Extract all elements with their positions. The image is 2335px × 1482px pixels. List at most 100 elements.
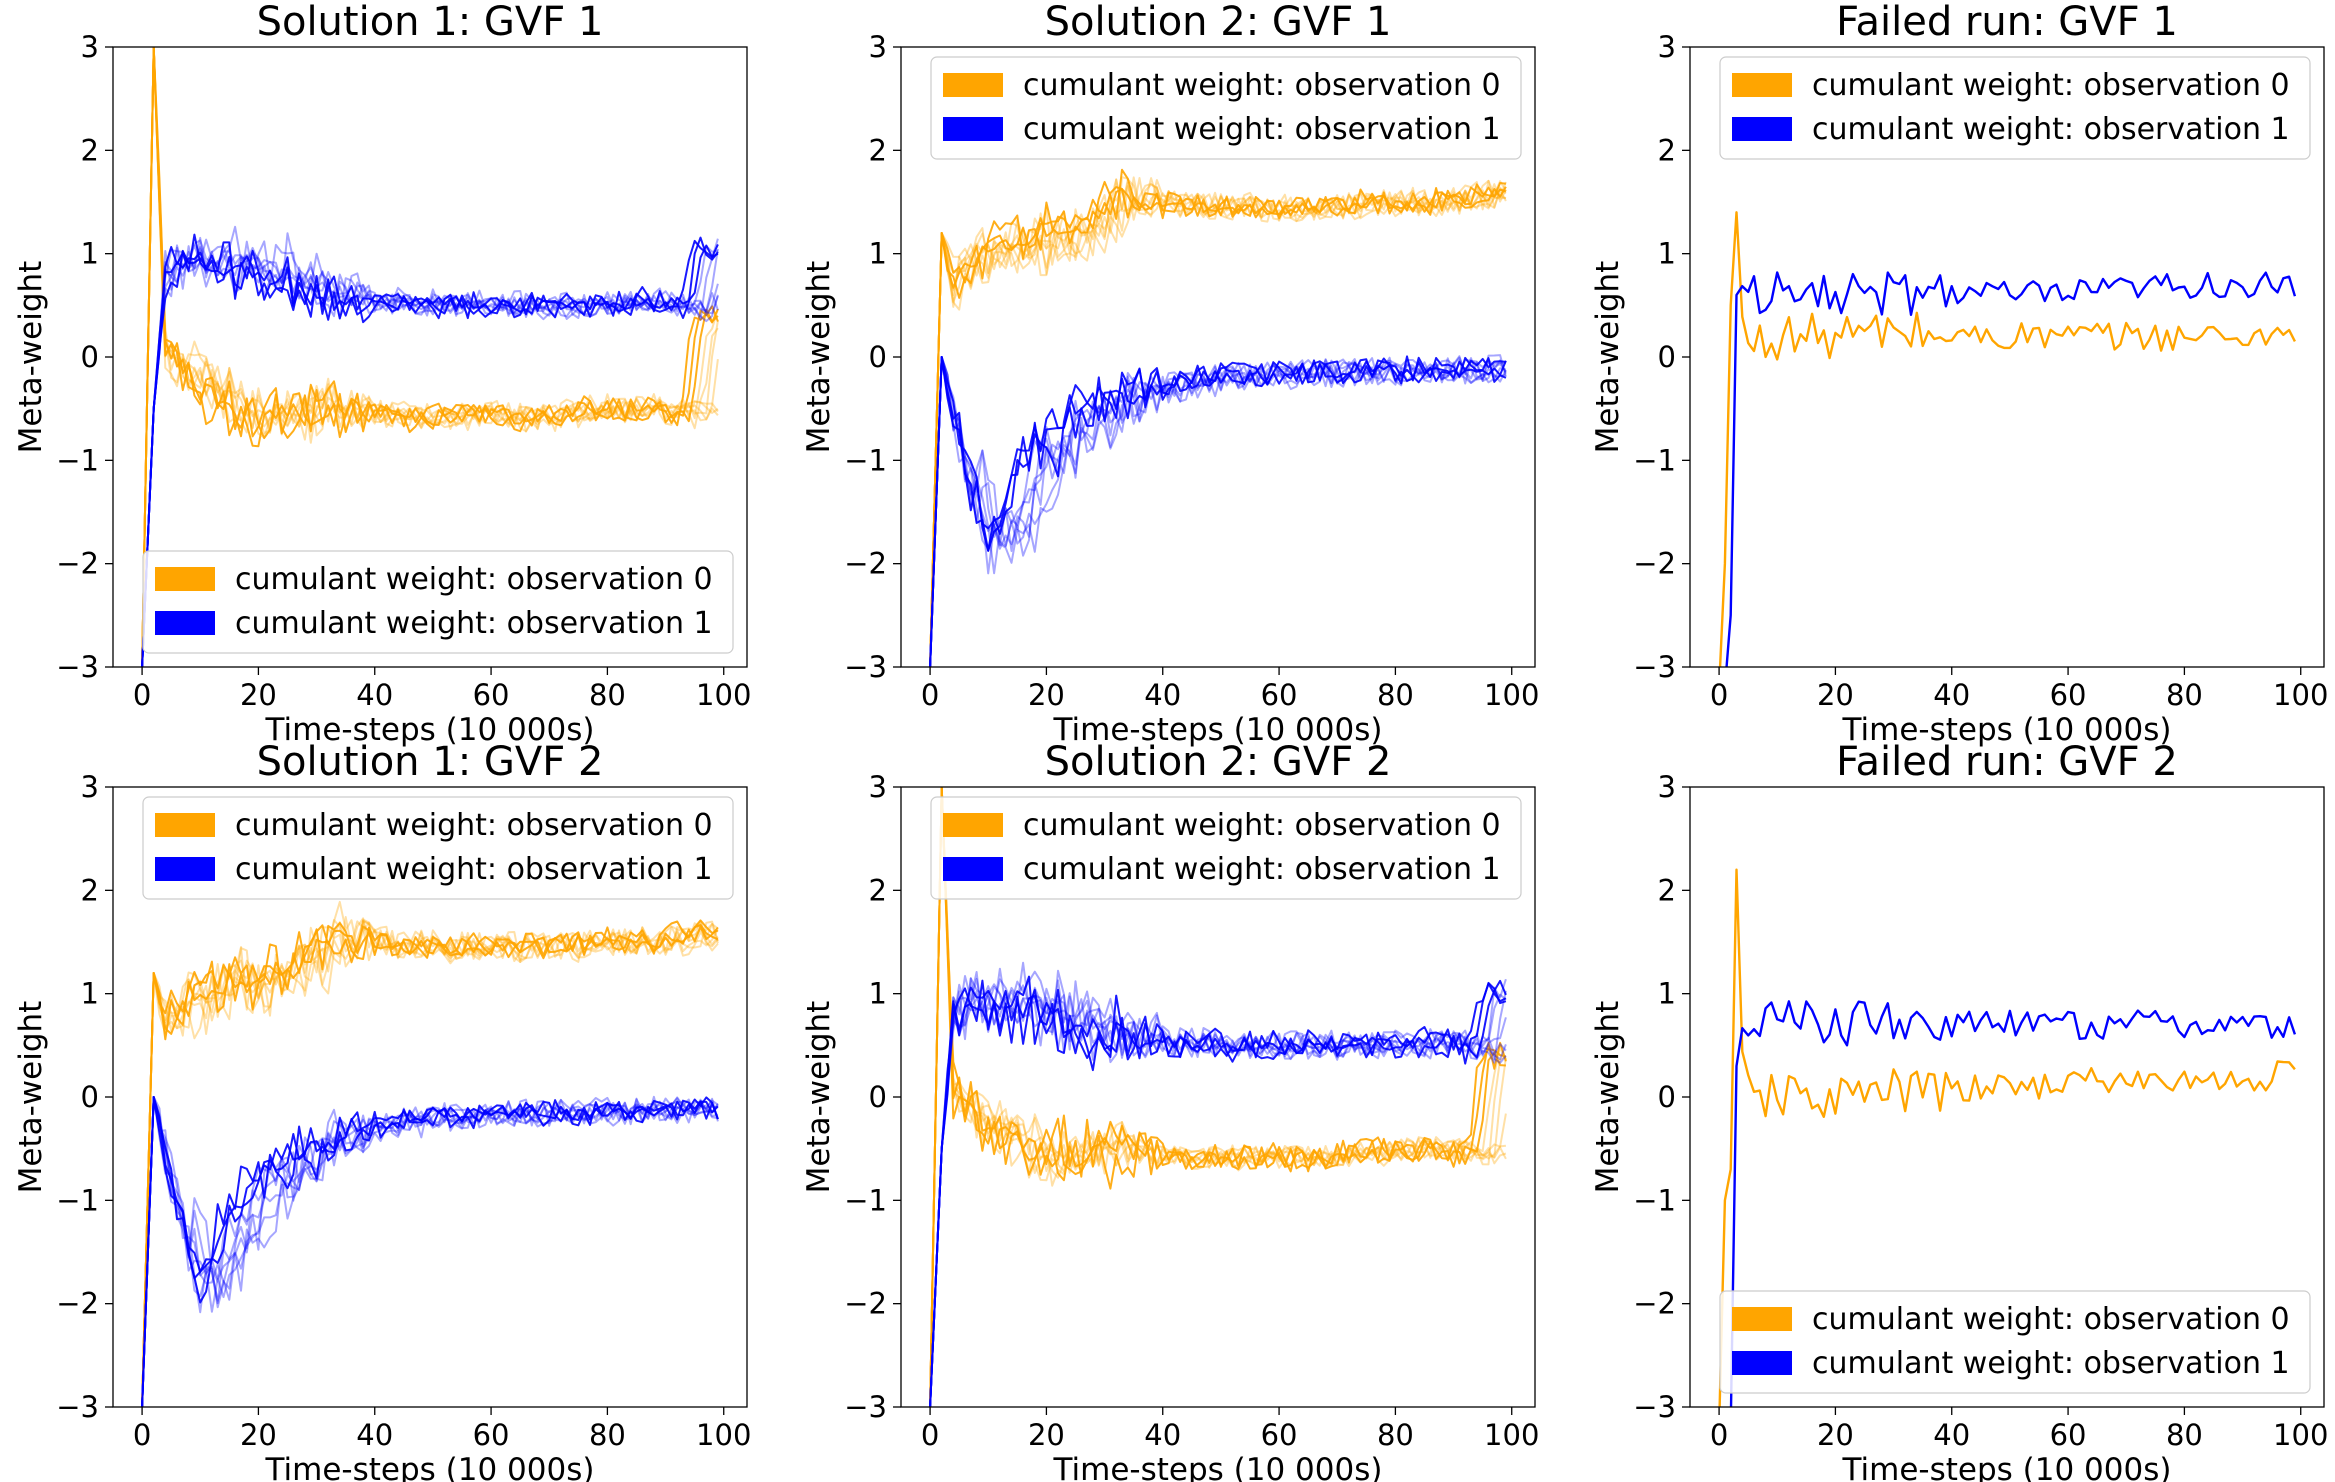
x-tick-label: 80 [589,1418,626,1452]
chart-panel-3: 0 20 40 60 80 100 −3 −2 −1 0 1 2 3 Failed run: GVF 1 T… [1590,0,2328,748]
series-line-observation_1-run-6 [141,1096,719,1407]
x-tick-label: 20 [1817,1418,1854,1452]
legend-swatch-observation_0 [155,567,215,591]
legend-entry-observation_0: cumulant weight: observation 0 [1812,1302,2290,1337]
legend-box [930,56,1522,160]
x-tick-label: 20 [1028,1418,1065,1452]
y-tick-label: 2 [869,133,887,167]
x-tick-label: 40 [356,678,393,712]
x-axis-label: Time-steps (10 000s) [1053,1452,1383,1482]
series-line-observation_1-run-1 [1725,271,2297,667]
series-line-observation_1-run-3 [929,355,1507,667]
legend-entry-observation_0: cumulant weight: observation 0 [235,808,713,843]
legend-entry-observation_0: cumulant weight: observation 0 [1023,68,1501,103]
chart-title: Failed run: GVF 1 [1836,0,2178,45]
series-line-observation_1-run-10 [141,1096,719,1407]
x-tick-label: 100 [2273,1418,2328,1452]
series-line-observation_1-run-8 [929,969,1507,1407]
x-tick-label: 0 [133,1418,151,1452]
series-line-observation_0-run-1 [1718,211,2296,667]
y-tick-label: −3 [1633,1390,1676,1424]
x-tick-label: 60 [1261,678,1298,712]
y-axis-label: Meta-weight [801,261,837,454]
chart-title: Solution 1: GVF 1 [257,0,604,45]
series-line-observation_0-run-3 [929,182,1507,667]
series-line-observation_1-run-7 [141,1096,719,1407]
x-tick-label: 20 [1817,678,1854,712]
x-tick-label: 80 [2166,678,2203,712]
legend-entry-observation_0: cumulant weight: observation 0 [1812,68,2290,103]
series-line-observation_0-run-9 [141,47,719,667]
x-tick-label: 0 [1710,1418,1728,1452]
series-line-observation_0-run-7 [929,176,1507,667]
series-line-observation_1-run-10 [929,961,1507,1407]
plot-area [929,168,1507,667]
series-line-observation_0-run-6 [929,787,1507,1407]
y-tick-label: 1 [81,237,99,271]
legend: cumulant weight: observation 0 cumulant w… [142,550,734,654]
series-line-observation_1-run-10 [141,225,719,667]
legend: cumulant weight: observation 0 cumulant w… [930,796,1522,900]
chart-panel-4: 0 20 40 60 80 100 −3 −2 −1 0 1 2 3 Solution 1: GVF 2 T… [13,739,751,1482]
legend-swatch-observation_1 [1732,1351,1792,1375]
x-tick-label: 80 [1377,1418,1414,1452]
y-tick-label: 0 [81,340,99,374]
legend-swatch-observation_1 [943,857,1003,881]
legend: cumulant weight: observation 0 cumulant w… [930,56,1522,160]
series-line-observation_0-run-8 [141,920,719,1407]
plot-area [141,47,719,667]
chart-panel-6: 0 20 40 60 80 100 −3 −2 −1 0 1 2 3 Failed run: GVF 2 T… [1590,739,2328,1482]
series-line-observation_1-run-7 [929,985,1507,1407]
series-line-observation_0-run-8 [929,787,1507,1407]
y-axis-label: Meta-weight [1590,1001,1626,1194]
x-tick-label: 100 [2273,678,2328,712]
series-line-observation_0-run-4 [141,47,719,667]
series-line-observation_0-run-9 [141,920,719,1407]
series-line-observation_0-run-5 [141,900,719,1407]
chart-panel-2: 0 20 40 60 80 100 −3 −2 −1 0 1 2 3 Solution 2: GVF 1 T… [801,0,1539,748]
legend-swatch-observation_0 [943,813,1003,837]
y-tick-label: 2 [1658,133,1676,167]
series-line-observation_0-run-5 [141,47,719,667]
legend-swatch-observation_1 [155,857,215,881]
legend-entry-observation_0: cumulant weight: observation 0 [235,562,713,597]
legend-swatch-observation_1 [1732,117,1792,141]
y-axis-label: Meta-weight [1590,261,1626,454]
series-line-observation_0-run-2 [141,47,719,667]
y-tick-label: −3 [56,1390,99,1424]
y-tick-label: 3 [81,770,99,804]
y-tick-label: −2 [844,1287,887,1321]
plot-area [1718,211,2297,667]
x-tick-label: 60 [473,1418,510,1452]
y-tick-label: −2 [1633,1287,1676,1321]
x-tick-label: 20 [240,1418,277,1452]
x-tick-label: 100 [1484,678,1539,712]
x-tick-label: 60 [2050,678,2087,712]
legend-swatch-observation_0 [1732,1307,1792,1331]
x-tick-label: 60 [2050,1418,2087,1452]
y-tick-label: 0 [869,1080,887,1114]
y-tick-label: 1 [1658,977,1676,1011]
x-tick-label: 0 [133,678,151,712]
chart-title: Failed run: GVF 2 [1836,739,2178,785]
series-line-observation_0-run-3 [141,922,719,1407]
legend: cumulant weight: observation 0 cumulant w… [1719,1290,2311,1394]
legend-box [930,796,1522,900]
series-line-observation_0-run-5 [929,787,1507,1407]
chart-title: Solution 1: GVF 2 [257,739,604,785]
legend-entry-observation_1: cumulant weight: observation 1 [1812,112,2290,147]
series-line-observation_1-run-9 [929,356,1507,667]
y-tick-label: −2 [844,547,887,581]
y-tick-label: 1 [1658,237,1676,271]
plot-area [929,787,1507,1407]
x-axis-label: Time-steps (10 000s) [1842,1452,2172,1482]
series-line-observation_0-run-9 [929,787,1507,1407]
chart-panel-5: 0 20 40 60 80 100 −3 −2 −1 0 1 2 3 Solution 2: GVF 2 T… [801,739,1539,1482]
chart-title: Solution 2: GVF 1 [1045,0,1392,45]
y-tick-label: −2 [56,1287,99,1321]
plot-area [141,900,719,1407]
x-tick-label: 100 [1484,1418,1539,1452]
series-line-observation_0-run-10 [141,919,719,1407]
y-tick-label: 2 [81,873,99,907]
series-line-observation_0-run-2 [929,186,1507,667]
